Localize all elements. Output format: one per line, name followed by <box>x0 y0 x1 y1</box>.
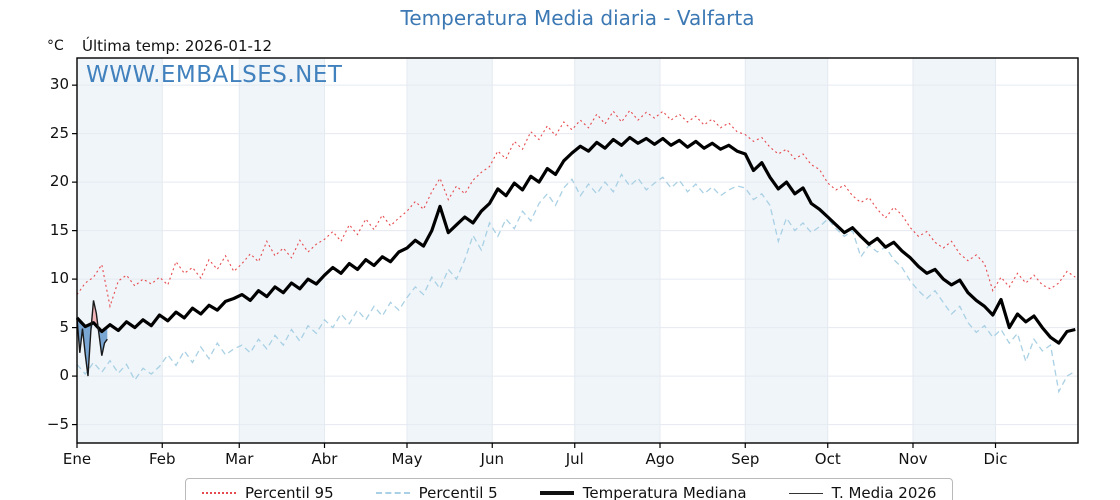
y-tick-label: 5 <box>59 317 69 336</box>
percentil-95-line <box>76 109 1076 309</box>
watermark-text: WWW.EMBALSES.NET <box>86 62 343 88</box>
y-tick-label: −5 <box>46 414 69 433</box>
legend-item-temperatura-mediana: Temperatura Mediana <box>539 484 747 500</box>
y-tick-label: 20 <box>49 172 69 191</box>
y-axis-units-label: °C <box>47 38 64 54</box>
percentil-95-line-sample <box>202 492 236 494</box>
month-band <box>77 58 163 443</box>
x-tick-label-jul: Jul <box>565 450 584 468</box>
t-media-2026-line <box>76 300 108 377</box>
legend-label: T. Media 2026 <box>831 484 937 500</box>
legend-label: Percentil 5 <box>418 484 498 500</box>
t-media-2026-line-sample <box>788 492 823 494</box>
legend-label: Temperatura Mediana <box>582 484 747 500</box>
y-tick-label: 30 <box>49 75 69 94</box>
y-tick-label: 25 <box>49 123 69 142</box>
percentil-5-line <box>76 173 1076 394</box>
x-tick-label-oct: Oct <box>814 450 841 468</box>
x-tick-label-may: May <box>391 450 423 468</box>
temperatura-mediana-line <box>75 135 1076 345</box>
y-tick-label: 15 <box>49 220 69 239</box>
month-band <box>574 58 660 443</box>
x-tick-label-jun: Jun <box>480 450 504 468</box>
x-tick-label-mar: Mar <box>225 450 254 468</box>
legend-item-t-media-2026: T. Media 2026 <box>788 484 937 500</box>
month-band <box>745 58 828 443</box>
month-band <box>239 58 325 443</box>
x-tick-label-sep: Sep <box>731 450 760 468</box>
month-band <box>407 58 493 443</box>
chart-legend: Percentil 95 Percentil 5 Temperatura Med… <box>185 478 954 500</box>
x-tick-label-ago: Ago <box>645 450 675 468</box>
y-tick-label: 10 <box>49 269 69 288</box>
percentil-5-line-sample <box>375 492 410 494</box>
x-tick-label-abr: Abr <box>311 450 338 468</box>
y-tick-label: 0 <box>59 366 69 385</box>
x-tick-label-nov: Nov <box>898 450 928 468</box>
legend-label: Percentil 95 <box>245 484 334 500</box>
last-temp-annotation: Última temp: 2026-01-12 <box>82 37 273 55</box>
month-band <box>913 58 996 443</box>
legend-item-percentil-95: Percentil 95 <box>202 484 334 500</box>
x-tick-label-dic: Dic <box>983 450 1008 468</box>
legend-item-percentil-5: Percentil 5 <box>375 484 498 500</box>
x-tick-label-feb: Feb <box>148 450 176 468</box>
temperatura-mediana-line-sample <box>539 491 574 495</box>
page-title: Temperatura Media diaria - Valfarta <box>400 6 755 30</box>
x-tick-label-ene: Ene <box>62 450 92 468</box>
fill-2026-below-median <box>77 317 108 377</box>
axes-box <box>76 57 1079 444</box>
